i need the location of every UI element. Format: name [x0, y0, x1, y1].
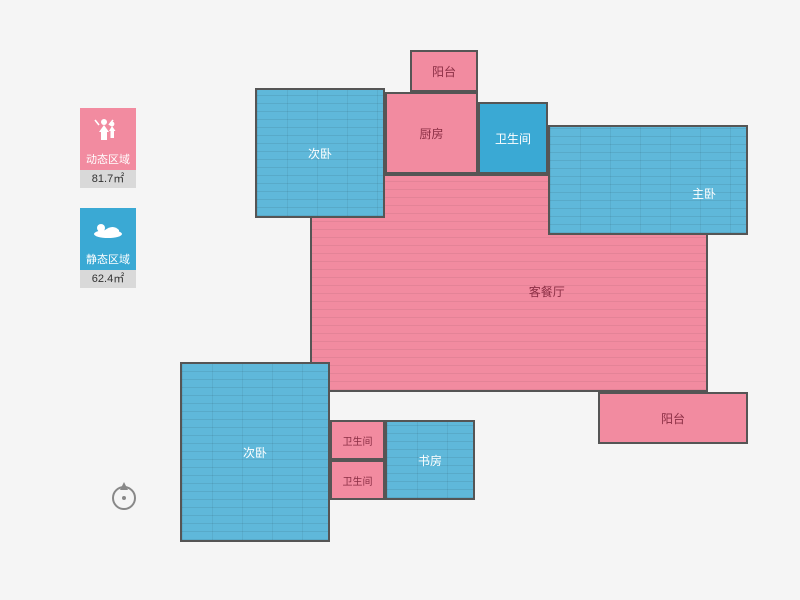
- room-label: 阳台: [432, 63, 456, 80]
- room-label: 卫生间: [343, 473, 373, 488]
- room-label: 客餐厅: [529, 283, 565, 300]
- room-label: 书房: [418, 452, 442, 469]
- room-balcony-top: 阳台: [410, 50, 478, 92]
- room-bathroom-3: 卫生间: [330, 460, 385, 500]
- legend-static-label: 静态区域: [80, 250, 136, 270]
- room-label: 阳台: [661, 410, 685, 427]
- room-master-bedroom: 主卧: [548, 125, 748, 235]
- people-icon: [80, 108, 136, 150]
- legend-static: 静态区域 62.4㎡: [80, 208, 136, 288]
- room-bathroom-2: 卫生间: [330, 420, 385, 460]
- room-label: 卫生间: [343, 433, 373, 448]
- room-label: 卫生间: [495, 130, 531, 147]
- legend-dynamic: 动态区域 81.7㎡: [80, 108, 136, 188]
- room-label: 厨房: [419, 125, 443, 142]
- room-label: 次卧: [308, 145, 332, 162]
- compass-icon: [110, 480, 138, 508]
- sleep-icon: [80, 208, 136, 250]
- room-bedroom-2a: 次卧: [255, 88, 385, 218]
- room-kitchen: 厨房: [385, 92, 478, 174]
- floorplan: 客餐厅 阳台 主卧 次卧 厨房 阳台 卫生间 次卧 卫生间 卫生间 书房: [180, 50, 760, 570]
- room-label: 次卧: [243, 444, 267, 461]
- room-study: 书房: [385, 420, 475, 500]
- room-label: 主卧: [692, 185, 716, 202]
- room-balcony-right: 阳台: [598, 392, 748, 444]
- legend-dynamic-label: 动态区域: [80, 150, 136, 170]
- legend-dynamic-value: 81.7㎡: [80, 170, 136, 188]
- room-bathroom-1: 卫生间: [478, 102, 548, 174]
- legend-static-value: 62.4㎡: [80, 270, 136, 288]
- room-bedroom-2b: 次卧: [180, 362, 330, 542]
